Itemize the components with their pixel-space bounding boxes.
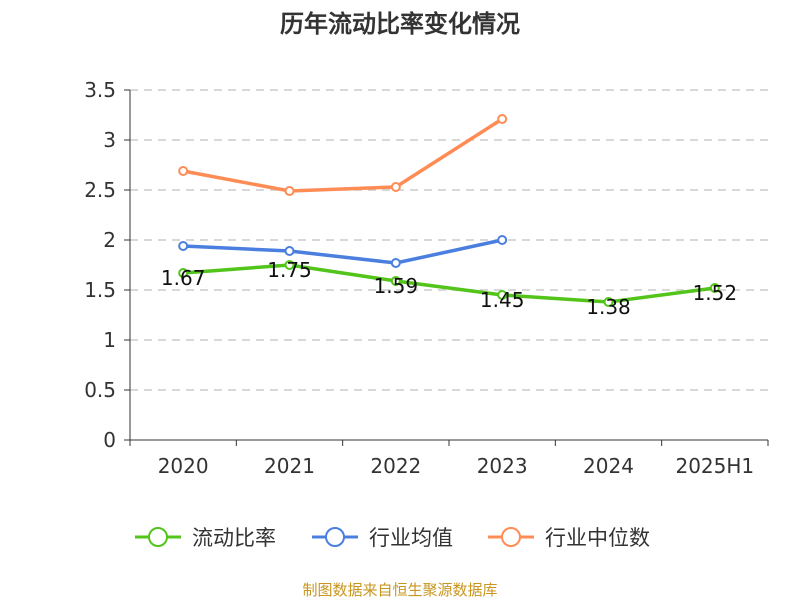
data-label: 1.59 — [374, 274, 419, 298]
source-note: 制图数据来自恒生聚源数据库 — [302, 581, 497, 599]
data-point — [603, 297, 614, 307]
x-tick-label: 2024 — [583, 454, 634, 478]
x-tick-label: 2025H1 — [675, 454, 754, 478]
legend-marker — [325, 527, 345, 547]
y-tick-label: 3 — [103, 128, 116, 152]
data-point — [497, 235, 508, 245]
y-tick-label: 2.5 — [84, 178, 116, 202]
chart-title: 历年流动比率变化情况 — [280, 10, 520, 38]
data-label: 1.67 — [161, 266, 206, 290]
legend-label: 流动比率 — [192, 526, 276, 550]
data-point — [178, 241, 189, 251]
y-tick-label: 1.5 — [84, 278, 116, 302]
legend-marker — [148, 527, 168, 547]
data-point — [497, 114, 508, 124]
x-tick-label: 2021 — [264, 454, 315, 478]
data-point — [284, 260, 295, 270]
series-line-2 — [182, 117, 504, 193]
data-point — [709, 283, 720, 293]
y-tick-label: 0.5 — [84, 378, 116, 402]
y-tick-label: 0 — [103, 428, 116, 452]
legend-label: 行业中位数 — [545, 526, 650, 550]
legend-marker — [501, 527, 521, 547]
data-point — [178, 166, 189, 176]
data-label: 1.52 — [693, 281, 738, 305]
data-point — [284, 186, 295, 196]
x-tick-label: 2023 — [477, 454, 528, 478]
series-line-0 — [183, 263, 716, 304]
y-tick-label: 3.5 — [84, 78, 116, 102]
data-point — [390, 182, 401, 192]
y-tick-label: 2 — [103, 228, 116, 252]
data-point — [497, 290, 508, 300]
data-label: 1.75 — [267, 258, 312, 282]
data-label: 1.38 — [586, 295, 631, 319]
data-point — [178, 268, 189, 278]
data-point — [284, 246, 295, 256]
x-tick-label: 2022 — [370, 454, 421, 478]
x-tick-label: 2020 — [158, 454, 209, 478]
data-point — [390, 276, 401, 286]
data-label: 1.45 — [480, 288, 525, 312]
y-tick-label: 1 — [103, 328, 116, 352]
data-point — [390, 258, 401, 268]
series-line-1 — [183, 238, 503, 265]
legend-label: 行业均值 — [369, 526, 453, 550]
